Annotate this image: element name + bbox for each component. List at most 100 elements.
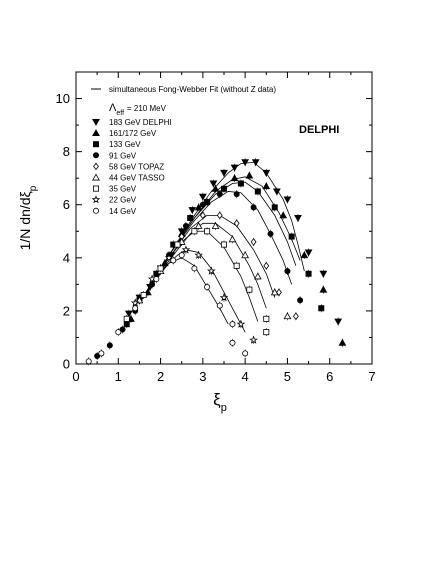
data-point [279,211,288,219]
legend-marker [93,207,100,214]
data-point [160,259,169,267]
data-point [181,245,191,254]
data-point [283,196,292,204]
y-tick-label: 10 [56,91,70,106]
legend-marker [93,152,100,159]
data-point [241,159,250,167]
fit-curve [139,181,297,304]
data-point [233,219,240,228]
data-point [236,319,246,328]
data-point [263,315,270,322]
fit-curve [139,161,305,304]
data-point [250,238,257,246]
data-point [267,230,274,237]
data-point [294,215,302,223]
y-axis-label-sub: p [28,185,39,191]
x-axis-ticks: 0 1 2 3 4 5 6 7 [72,72,376,384]
y-tick-label: 8 [63,144,70,159]
y-axis-label: 1/N dn/dξp [17,185,39,250]
data-point [119,326,126,333]
x-tick-label: 2 [157,369,164,384]
data-point [233,191,240,198]
x-tick-label: 5 [284,369,291,384]
fit-curve [139,191,293,304]
data-point [230,174,239,182]
data-point [98,350,105,357]
data-point [216,191,223,198]
data-point [229,339,236,346]
data-point [245,171,254,179]
data-point [153,276,160,283]
data-point [204,284,211,291]
data-point [132,305,139,312]
legend-marker [92,173,100,181]
legend-series-label: 91 GeV [109,151,137,160]
watermark-delphi: DELPHI [299,124,339,136]
legend-lambda-sub: eff [116,110,124,117]
data-point [270,288,279,296]
data-point [263,261,270,270]
data-point [206,266,216,275]
data-point [194,203,203,211]
data-point [204,228,211,235]
data-point [216,302,223,309]
data-point [94,353,101,360]
x-tick-label: 4 [242,369,249,384]
y-axis-label-main: 1/N dn/dξ [17,191,33,250]
data-point [272,188,281,196]
data-point [276,288,282,297]
data-point [178,252,185,259]
data-point [211,184,220,192]
x-axis-label: ξp [213,390,227,414]
data-point [292,312,299,321]
legend-marker [93,162,99,171]
x-axis-label-sub: p [221,402,227,414]
data-point [124,310,133,318]
legend-marker [91,195,101,204]
y-tick-label: 2 [63,303,70,318]
legend-items: 183 GeV DELPHI 161/172 GeV 133 GeV 91 GeV 58… [91,118,172,216]
data-point [188,207,197,215]
data-point [253,272,262,280]
data-point [170,257,177,264]
data-point [115,329,122,336]
legend-marker [92,129,100,137]
data-point [194,250,203,259]
data-point [198,193,207,201]
legend-series-label: 133 GeV [109,140,141,149]
legend-series-label: 183 GeV DELPHI [109,118,172,127]
data-point [263,329,270,336]
legend-fit-label: simultaneous Fong-Webber Fit (without Z … [109,85,276,94]
data-point [174,241,181,248]
data-point [123,315,130,322]
data-point [251,159,260,167]
data-point [219,293,229,302]
y-tick-label: 0 [63,357,70,372]
legend-lambda-value: = 210 MeV [127,104,167,113]
data-point [164,253,174,262]
x-tick-label: 3 [199,369,206,384]
data-point [304,249,313,257]
data-point [187,214,194,221]
data-point [140,291,147,298]
data-point [249,335,258,344]
data-point [254,188,261,195]
legend-series-label: 58 GeV TOPAZ [109,162,164,171]
y-axis-ticks: 0 2 4 6 8 10 [56,71,372,372]
data-point [199,211,206,220]
legend-series-label: 35 GeV [109,185,137,194]
x-tick-label: 7 [368,369,375,384]
data-point [233,262,240,269]
x-tick-label: 6 [326,369,333,384]
data-point [288,233,295,240]
data-point [284,268,291,275]
data-point [283,312,292,320]
data-point [271,204,278,211]
data-point [135,296,144,304]
legend-series-label: 22 GeV [109,196,137,205]
data-point [182,222,189,229]
y-tick-label: 4 [63,250,70,265]
x-axis-label-main: ξ [213,390,221,409]
data-point [319,285,328,293]
x-tick-label: 1 [115,369,122,384]
